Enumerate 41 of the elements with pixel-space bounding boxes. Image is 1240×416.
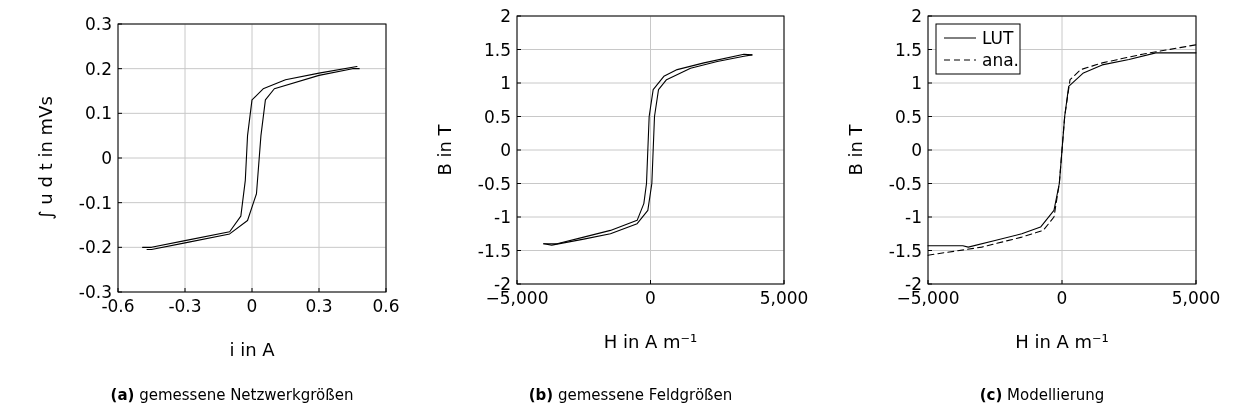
text: (b) gemessene Feldgrößen [528, 386, 733, 404]
x-tick-label: 0.3 [305, 296, 333, 316]
y-tick-label: 0.5 [894, 106, 922, 127]
y-axis-title: B in T [434, 123, 455, 176]
x-tick-label: 0.6 [372, 296, 400, 316]
y-tick-label: -1.5 [477, 240, 511, 261]
x-tick-label: 0 [645, 288, 656, 308]
legend-label: ana. [982, 50, 1020, 70]
y-tick-label: 0 [101, 148, 112, 168]
y-tick-label: -1.5 [888, 240, 922, 261]
y-tick-label: 2 [911, 6, 922, 26]
y-tick-label: 0 [500, 140, 511, 160]
x-tick-label: 0 [246, 296, 258, 316]
x-axis-title: i in A [229, 339, 276, 360]
y-tick-label: -0.5 [477, 173, 511, 194]
y-tick-label: -0.2 [78, 237, 112, 258]
x-tick-label: 5,000 [1171, 288, 1221, 308]
y-tick-label: -0.1 [78, 192, 112, 213]
y-tick-label: 0.3 [84, 14, 112, 34]
x-axis-title: H in A m⁻¹ [603, 331, 698, 352]
y-tick-label: -1 [494, 207, 511, 227]
y-tick-label: 1.5 [894, 39, 922, 60]
y-tick-label: 0.5 [483, 106, 511, 127]
y-tick-label: 1 [500, 73, 511, 93]
y-axis-title: B in T [845, 123, 866, 176]
legend-label: LUT [982, 28, 1015, 48]
y-tick-label: 0 [911, 140, 922, 160]
y-axis-title: ∫ u d t in mVs [35, 96, 56, 220]
x-tick-label: 0 [1056, 288, 1068, 308]
y-tick-label: 2 [500, 6, 511, 26]
x-axis-title: H in A m⁻¹ [1015, 331, 1109, 352]
y-tick-label: 1 [911, 73, 922, 93]
y-tick-label: 0.2 [84, 58, 112, 79]
y-tick-label: -0.5 [888, 173, 922, 194]
x-tick-label: 5,000 [759, 288, 809, 308]
y-tick-label: 0.1 [84, 103, 112, 124]
text: (a) gemessene Netzwerkgrößen [110, 386, 354, 404]
x-tick-label: -0.3 [168, 296, 202, 316]
y-tick-label: -1 [905, 207, 922, 227]
y-tick-label: 1.5 [483, 39, 511, 60]
text: (c) Modellierung [979, 386, 1105, 404]
